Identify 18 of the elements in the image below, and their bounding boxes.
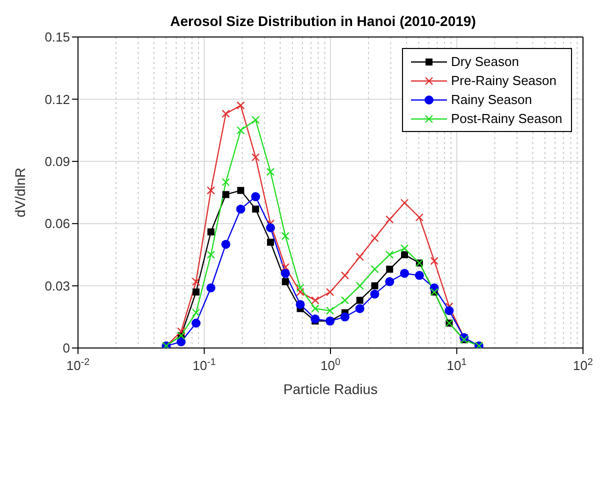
x-tick-label: 10$^{0}$ <box>320 356 342 373</box>
y-tick-label: 0.15 <box>44 30 70 45</box>
x-tick-label: 10$^{-1}$ <box>192 356 216 373</box>
x-tick-label: 10$^{1}$ <box>446 356 467 373</box>
x-tick-label: 10$^{-2}$ <box>66 356 90 373</box>
legend-label: Rainy Season <box>451 92 532 107</box>
x-tick-label: 10$^{2}$ <box>573 356 593 373</box>
y-tick-label: 0.03 <box>44 278 70 294</box>
y-tick-label: 0.12 <box>44 92 70 107</box>
legend-label: Post-Rainy Season <box>451 111 562 126</box>
legend-label: Pre-Rainy Season <box>451 73 556 88</box>
x-axis-title: Particle Radius <box>283 381 378 397</box>
legend-label: Dry Season <box>451 54 519 69</box>
y-tick-label: 0.06 <box>44 216 70 232</box>
chart-title: Aerosol Size Distribution in Hanoi (2010-2019) <box>170 13 476 29</box>
y-tick-label: 0 <box>62 340 70 356</box>
y-axis-title: dV/dlnR <box>12 168 28 218</box>
y-tick-label: 0.09 <box>44 154 70 170</box>
